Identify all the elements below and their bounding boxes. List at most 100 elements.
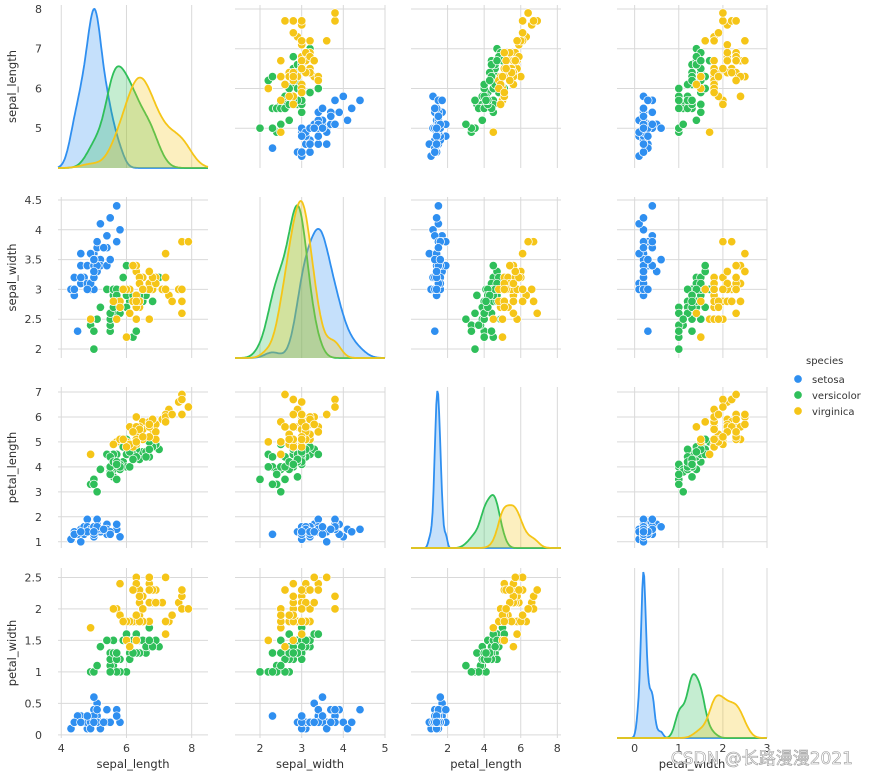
scatter-point-virginica bbox=[718, 402, 728, 412]
scatter-point-virginica bbox=[731, 261, 741, 271]
scatter-point-virginica bbox=[305, 36, 315, 46]
scatter-point-virginica bbox=[731, 284, 741, 294]
scatter-point-virginica bbox=[718, 64, 728, 74]
x-tick-label: 6 bbox=[123, 742, 130, 755]
scatter-point-virginica bbox=[727, 296, 737, 306]
legend-entry-setosa: setosa bbox=[812, 375, 845, 386]
scatter-point-virginica bbox=[731, 16, 741, 26]
scatter-point-setosa bbox=[433, 243, 443, 253]
scatter-point-virginica bbox=[700, 284, 710, 294]
scatter-point-virginica bbox=[280, 585, 290, 595]
scatter-point-setosa bbox=[102, 231, 112, 241]
scatter-point-versicolor bbox=[687, 459, 697, 469]
scatter-point-setosa bbox=[638, 213, 649, 223]
y-tick-label: 2 bbox=[35, 511, 42, 524]
scatter-point-versicolor bbox=[267, 123, 278, 133]
scatter-point-setosa bbox=[82, 711, 92, 721]
legend-marker-versicolor bbox=[793, 390, 803, 400]
scatter-point-setosa bbox=[112, 201, 122, 211]
y-tick-label: 3.5 bbox=[25, 254, 43, 267]
y-tick-label: 5 bbox=[35, 122, 42, 135]
scatter-point-versicolor bbox=[313, 449, 323, 459]
scatter-point-virginica bbox=[510, 572, 520, 582]
scatter-point-setosa bbox=[267, 143, 278, 153]
scatter-point-versicolor bbox=[284, 115, 294, 125]
legend: species setosa versicolor virginica bbox=[793, 356, 862, 418]
scatter-point-virginica bbox=[108, 604, 118, 614]
y-tick-label: 4.5 bbox=[25, 194, 43, 207]
scatter-point-virginica bbox=[532, 585, 542, 595]
scatter-point-setosa bbox=[347, 717, 357, 727]
scatter-point-virginica bbox=[167, 296, 177, 306]
scatter-point-virginica bbox=[183, 402, 193, 412]
scatter-point-virginica bbox=[322, 36, 332, 46]
scatter-point-setosa bbox=[309, 123, 319, 133]
scatter-point-versicolor bbox=[470, 95, 480, 105]
scatter-point-versicolor bbox=[89, 326, 99, 336]
scatter-point-setosa bbox=[432, 139, 442, 149]
scatter-point-virginica bbox=[297, 604, 307, 614]
scatter-point-virginica bbox=[297, 616, 307, 627]
scatter-point-setosa bbox=[347, 103, 357, 113]
scatter-point-setosa bbox=[267, 529, 278, 539]
scatter-point-virginica bbox=[713, 409, 724, 420]
scatter-point-virginica bbox=[131, 412, 141, 422]
scatter-point-versicolor bbox=[276, 119, 286, 129]
y-tick-label: 6 bbox=[35, 411, 42, 424]
scatter-point-virginica bbox=[131, 314, 141, 324]
scatter-point-setosa bbox=[297, 147, 307, 157]
scatter-point-setosa bbox=[326, 111, 336, 121]
scatter-point-setosa bbox=[112, 519, 122, 529]
scatter-point-virginica bbox=[330, 394, 340, 405]
scatter-point-versicolor bbox=[288, 52, 298, 62]
scatter-point-virginica bbox=[709, 434, 719, 444]
scatter-point-setosa bbox=[317, 692, 328, 702]
scatter-point-virginica bbox=[499, 48, 509, 58]
scatter-point-setosa bbox=[92, 237, 102, 247]
scatter-point-setosa bbox=[313, 514, 323, 524]
scatter-point-versicolor bbox=[678, 487, 688, 497]
scatter-point-virginica bbox=[125, 308, 135, 318]
scatter-point-setosa bbox=[76, 537, 86, 547]
scatter-point-virginica bbox=[722, 266, 732, 277]
scatter-point-virginica bbox=[740, 36, 750, 46]
scatter-point-versicolor bbox=[313, 83, 323, 94]
scatter-point-setosa bbox=[317, 522, 328, 532]
kde-fill-setosa bbox=[58, 9, 208, 168]
scatter-point-setosa bbox=[355, 705, 365, 715]
scatter-point-virginica bbox=[288, 99, 298, 109]
scatter-point-versicolor bbox=[112, 474, 122, 484]
scatter-point-versicolor bbox=[267, 667, 278, 677]
scatter-point-virginica bbox=[288, 409, 298, 420]
scatter-point-virginica bbox=[722, 48, 732, 58]
scatter-point-versicolor bbox=[674, 83, 684, 94]
scatter-point-virginica bbox=[297, 629, 307, 639]
scatter-point-virginica bbox=[177, 585, 187, 595]
scatter-point-virginica bbox=[497, 332, 508, 342]
scatter-point-virginica bbox=[709, 36, 719, 46]
y-tick-label: 7 bbox=[35, 43, 42, 56]
scatter-point-setosa bbox=[305, 147, 315, 157]
y-tick-label: 0.5 bbox=[25, 697, 43, 710]
scatter-point-virginica bbox=[488, 127, 498, 137]
scatter-point-virginica bbox=[691, 422, 701, 432]
scatter-point-virginica bbox=[330, 16, 340, 26]
scatter-point-setosa bbox=[432, 266, 442, 277]
scatter-point-versicolor bbox=[674, 344, 684, 354]
scatter-point-virginica bbox=[496, 99, 506, 109]
scatter-point-virginica bbox=[297, 409, 307, 420]
scatter-point-setosa bbox=[430, 147, 440, 157]
scatter-point-versicolor bbox=[691, 447, 701, 457]
y-tick-label: 1.5 bbox=[25, 634, 43, 647]
scatter-point-virginica bbox=[512, 629, 522, 639]
scatter-point-versicolor bbox=[141, 452, 151, 462]
scatter-point-virginica bbox=[118, 284, 128, 294]
scatter-point-setosa bbox=[82, 514, 92, 524]
scatter-point-virginica bbox=[144, 572, 154, 582]
scatter-point-versicolor bbox=[461, 119, 471, 129]
scatter-point-virginica bbox=[705, 449, 715, 459]
y-tick-label: 2 bbox=[35, 603, 42, 616]
kde-line-virginica bbox=[617, 694, 767, 739]
scatter-point-virginica bbox=[177, 296, 187, 306]
scatter-point-virginica bbox=[330, 402, 340, 412]
